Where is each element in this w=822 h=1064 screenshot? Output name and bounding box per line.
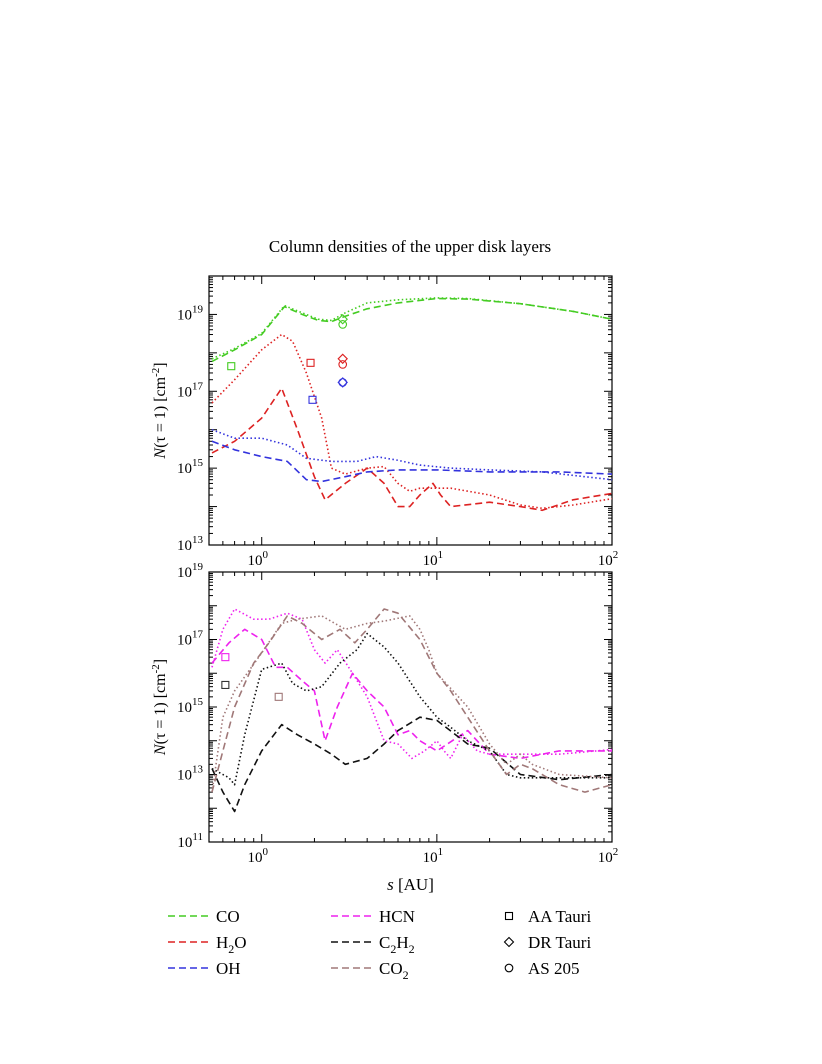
y-tick-label: 1019 xyxy=(177,561,204,581)
observation-marker-square xyxy=(227,362,236,371)
legend-marker-diamond xyxy=(503,936,515,948)
observation-marker-circle xyxy=(338,360,348,369)
observation-marker-square xyxy=(221,653,230,662)
legend-label: HCN xyxy=(379,907,415,926)
x-axis-label: s [AU] xyxy=(387,875,434,894)
y-tick-label: 1011 xyxy=(177,831,203,851)
plot-frame xyxy=(208,571,613,843)
series-c2h2-dashed xyxy=(211,716,612,813)
y-tick-label: 1015 xyxy=(177,696,204,716)
observation-marker-diamond xyxy=(337,353,348,365)
series-co2-dashed xyxy=(211,608,612,793)
legend-marker-label: DR Tauri xyxy=(528,933,591,952)
y-tick-label: 1019 xyxy=(177,303,204,323)
observation-marker-circle xyxy=(338,320,348,329)
observation-marker-square xyxy=(274,692,283,701)
x-tick-label: 100 xyxy=(247,846,268,866)
series-oh-dashed xyxy=(211,440,612,483)
series-h2o-dashed xyxy=(211,387,612,512)
legend-marker-circle xyxy=(504,963,514,973)
series-co2-dotted xyxy=(211,615,612,793)
x-tick-label: 101 xyxy=(423,846,444,866)
series-oh-dotted xyxy=(211,428,612,481)
x-tick-label: 100 xyxy=(247,549,268,569)
legend: CO H2O OH HCN C2H2 CO2 AA Tauri DR Tauri AS 205 xyxy=(168,907,591,982)
plot-frame xyxy=(208,275,613,546)
x-tick-label: 101 xyxy=(423,549,444,569)
y-axis-label: N(τ = 1) [cm-2] xyxy=(150,659,169,756)
chart-title: Column densities of the upper disk layer… xyxy=(269,237,551,256)
y-tick-label: 1013 xyxy=(177,534,204,554)
observation-marker-square xyxy=(308,395,317,404)
y-tick-label: 1015 xyxy=(177,457,204,477)
legend-label: CO xyxy=(216,907,240,926)
legend-label: C2H2 xyxy=(379,933,415,956)
y-tick-label: 1017 xyxy=(177,629,204,649)
series-c2h2-dotted xyxy=(211,632,612,786)
legend-label: H2O xyxy=(216,933,247,956)
legend-marker-label: AS 205 xyxy=(528,959,579,978)
observation-marker-square xyxy=(221,680,230,690)
bottom-panel: 100 101 102 1011 1013 1015 1017 1019 N(τ = 1) [c… xyxy=(150,561,618,894)
observation-marker-diamond xyxy=(337,313,348,325)
series-h2o-dotted xyxy=(211,333,612,510)
y-tick-label: 1013 xyxy=(177,764,204,784)
series-hcn-dashed xyxy=(211,628,612,760)
observation-marker-circle xyxy=(338,378,348,387)
top-panel: 100 101 102 1013 1015 1017 1019 N(τ = 1) [cm-2] xyxy=(150,275,619,569)
legend-label: OH xyxy=(216,959,241,978)
y-tick-label: 1017 xyxy=(177,380,204,400)
y-axis-label: N(τ = 1) [cm-2] xyxy=(150,362,169,459)
legend-label: CO2 xyxy=(379,959,409,982)
legend-marker-label: AA Tauri xyxy=(528,907,591,926)
x-tick-label: 102 xyxy=(598,549,619,569)
x-tick-label: 102 xyxy=(598,846,619,866)
series-co-dotted xyxy=(211,297,612,360)
legend-marker-square xyxy=(504,911,514,921)
observation-marker-diamond xyxy=(337,377,348,388)
observation-marker-square xyxy=(306,358,315,367)
series-co-dashed xyxy=(211,297,612,363)
